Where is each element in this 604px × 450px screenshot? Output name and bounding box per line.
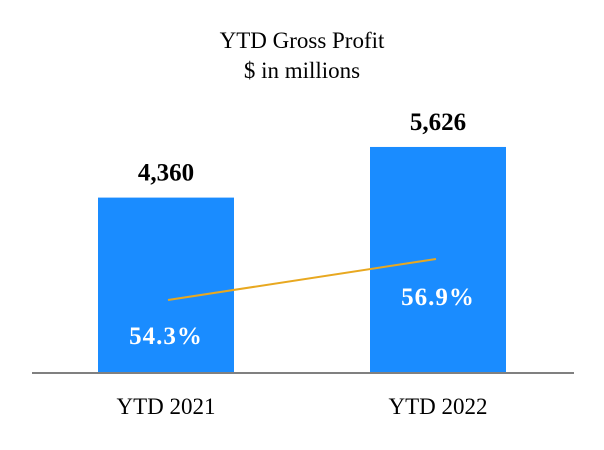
x-tick-label-2: YTD 2022 [388, 394, 487, 419]
chart-title: YTD Gross Profit [219, 28, 385, 53]
margin-label-1: 54.3% [129, 323, 203, 350]
bar-value-label-1: 4,360 [138, 160, 194, 187]
margin-label-2: 56.9% [401, 284, 475, 311]
x-tick-label-1: YTD 2021 [116, 394, 215, 419]
bar-1 [98, 197, 234, 372]
bar-value-label-2: 5,626 [410, 109, 466, 136]
chart-subtitle: $ in millions [243, 58, 361, 83]
chart-title-block: YTD Gross Profit $ in millions [0, 26, 604, 86]
margin-line [167, 258, 437, 301]
bar-2 [370, 146, 506, 372]
